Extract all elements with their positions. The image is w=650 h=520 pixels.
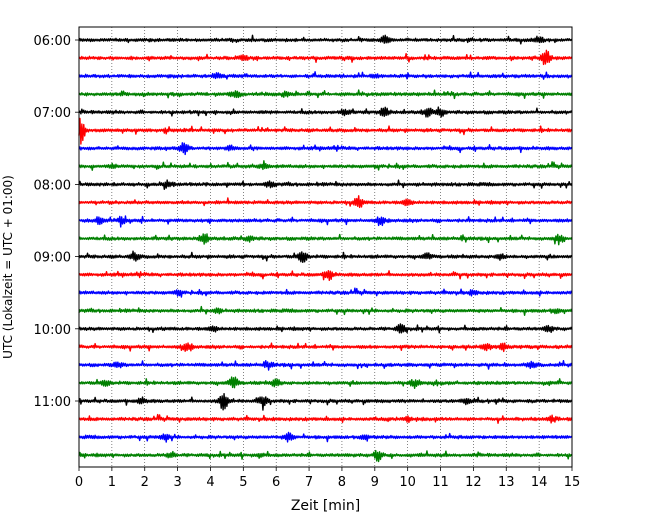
- y-tick-label: 06:00: [34, 34, 71, 49]
- x-axis: 0 1 2 3 4 5 6 7 8 9 10 11 12 13 14 15: [75, 467, 580, 490]
- x-tick-label: 7: [305, 475, 313, 490]
- y-tick-label: 10:00: [34, 323, 71, 338]
- trace-row-0730: [78, 142, 573, 156]
- trace-row-1030: [78, 359, 573, 371]
- grid-lines: [111, 27, 540, 467]
- y-tick-label: 11:00: [34, 395, 71, 410]
- x-tick-label: 14: [531, 475, 548, 490]
- trace-row-0630: [78, 71, 573, 80]
- trace-row-0645: [78, 89, 573, 100]
- trace-row-1100: [78, 393, 573, 411]
- x-tick-label: 12: [465, 475, 482, 490]
- trace-row-0845: [78, 233, 573, 246]
- x-tick-label: 9: [371, 475, 379, 490]
- trace-row-0915: [78, 270, 573, 282]
- trace-row-0815: [78, 195, 573, 209]
- y-axis: 06:00 07:00 08:00 09:00 10:00 11:00: [34, 34, 79, 410]
- trace-row-0600: [78, 34, 573, 45]
- trace-row-0930: [78, 287, 573, 298]
- trace-row-0900: [78, 250, 573, 263]
- x-tick-label: 6: [272, 475, 280, 490]
- trace-row-0830: [78, 215, 573, 228]
- trace-row-1115: [78, 413, 573, 424]
- x-tick-label: 13: [498, 475, 515, 490]
- x-tick-label: 1: [108, 475, 116, 490]
- trace-row-0715: [78, 117, 573, 145]
- trace-row-1130: [78, 431, 573, 443]
- x-tick-label: 3: [173, 475, 181, 490]
- trace-row-1145: [78, 449, 573, 463]
- y-tick-label: 09:00: [34, 251, 71, 266]
- plot-frame: [78, 26, 573, 468]
- trace-row-0615: [78, 49, 573, 66]
- x-tick-label: 10: [399, 475, 416, 490]
- trace-row-0745: [78, 160, 573, 171]
- y-tick-label: 08:00: [34, 178, 71, 193]
- x-tick-label: 8: [338, 475, 346, 490]
- x-axis-label: Zeit [min]: [291, 498, 360, 514]
- x-tick-label: 4: [206, 475, 214, 490]
- trace-group: [78, 34, 573, 463]
- trace-row-1015: [78, 342, 573, 353]
- trace-row-1045: [78, 376, 573, 389]
- trace-row-0945: [78, 305, 573, 316]
- y-tick-label: 07:00: [34, 106, 71, 121]
- x-tick-label: 5: [239, 475, 247, 490]
- x-tick-label: 15: [564, 475, 581, 490]
- x-tick-label: 11: [432, 475, 449, 490]
- x-tick-label: 0: [75, 475, 83, 490]
- trace-row-1000: [78, 323, 573, 334]
- y-axis-label: UTC (Lokalzeit = UTC + 01:00): [1, 175, 15, 359]
- trace-row-0700: [78, 106, 573, 118]
- x-tick-label: 2: [141, 475, 149, 490]
- trace-row-0800: [78, 179, 573, 190]
